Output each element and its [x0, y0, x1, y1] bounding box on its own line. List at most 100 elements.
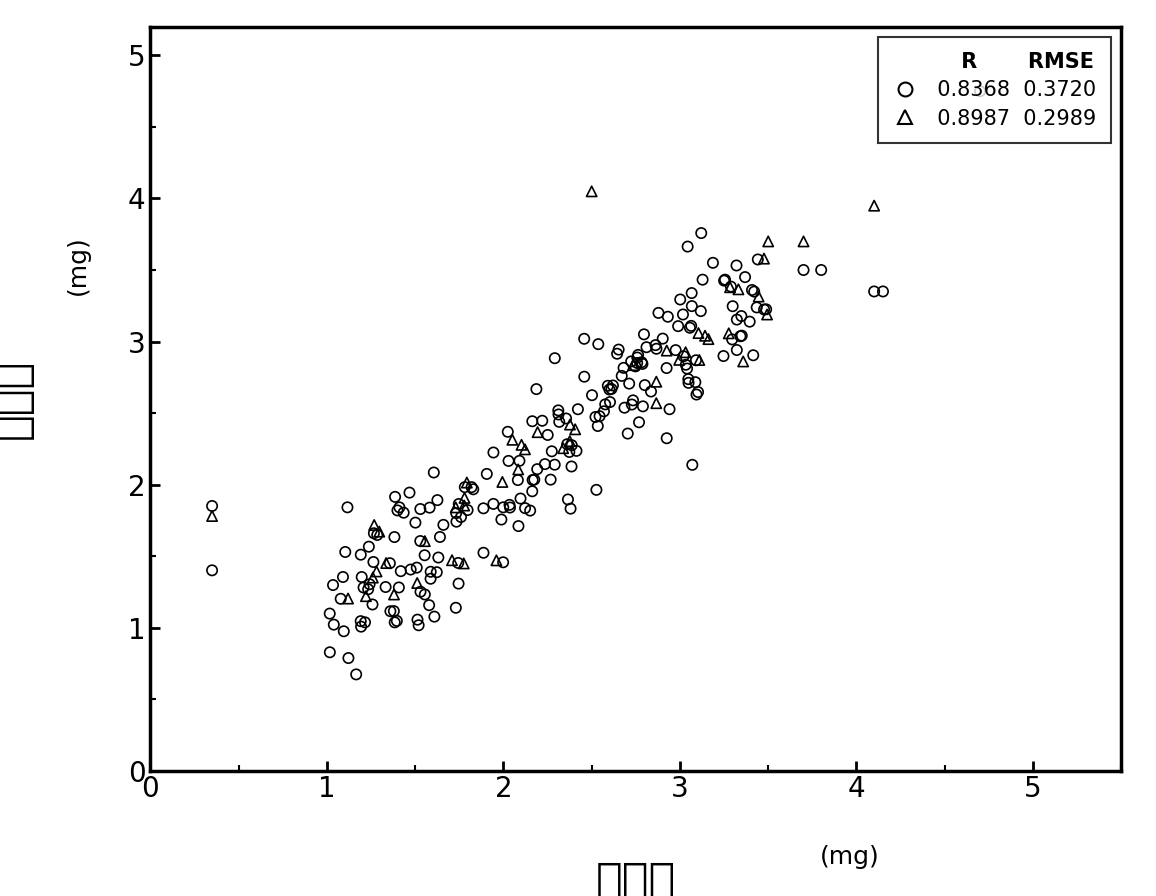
Point [558, 492, 577, 506]
Point [377, 580, 395, 594]
Point [391, 500, 409, 514]
Point [748, 300, 766, 314]
Point [566, 422, 585, 436]
Point [400, 486, 418, 500]
Point [364, 526, 383, 540]
Point [320, 645, 339, 659]
Point [546, 351, 564, 366]
Point [759, 234, 778, 248]
Point [549, 403, 568, 418]
Legend:   0.8368  0.3720,   0.8987  0.2989: 0.8368 0.3720, 0.8987 0.2989 [879, 38, 1111, 143]
Point [744, 284, 763, 298]
Point [525, 472, 543, 487]
Point [658, 343, 676, 358]
Point [458, 476, 476, 490]
Point [351, 547, 370, 562]
Point [524, 473, 542, 487]
Point [364, 571, 383, 585]
Point [659, 310, 677, 324]
Text: (mg): (mg) [66, 235, 89, 295]
Point [749, 253, 768, 267]
Point [334, 625, 353, 639]
Point [719, 326, 738, 340]
Point [679, 239, 697, 254]
Point [669, 319, 688, 333]
Point [390, 581, 408, 595]
Point [455, 498, 474, 513]
Point [202, 499, 221, 513]
Point [429, 550, 447, 564]
Point [743, 283, 762, 297]
Point [687, 387, 705, 401]
Point [583, 388, 601, 402]
Point [458, 503, 476, 517]
Point [377, 556, 395, 570]
Point [594, 404, 613, 418]
Point [360, 539, 378, 554]
Point [647, 375, 666, 389]
Point [528, 462, 547, 477]
Point [516, 501, 534, 515]
Point [501, 500, 519, 514]
Point [629, 348, 647, 362]
Point [202, 509, 221, 523]
Point [415, 548, 434, 563]
Point [623, 397, 642, 411]
Point [408, 561, 427, 575]
Point [653, 332, 672, 346]
Point [446, 600, 465, 615]
Point [484, 445, 503, 460]
Point [633, 357, 652, 371]
Point [512, 437, 531, 452]
Point [365, 518, 384, 532]
Point [494, 475, 512, 489]
Point [499, 453, 518, 468]
Point [694, 272, 712, 287]
Point [528, 425, 547, 439]
Point [347, 668, 365, 682]
Point [575, 332, 593, 346]
Point [455, 491, 474, 505]
Point [736, 270, 755, 284]
Point [642, 384, 660, 399]
Point [692, 226, 711, 240]
Point [539, 427, 557, 442]
Point [487, 553, 505, 567]
Point [450, 576, 468, 590]
Point [699, 332, 718, 346]
Point [358, 582, 377, 597]
Point [679, 372, 697, 386]
Point [549, 408, 568, 422]
Point [590, 337, 608, 351]
Point [527, 382, 546, 396]
Point [363, 598, 381, 612]
Point [601, 395, 620, 409]
Point [334, 570, 353, 584]
Point [446, 500, 465, 514]
Point [535, 457, 554, 471]
Point [385, 587, 403, 601]
Point [509, 473, 527, 487]
Point [646, 338, 665, 352]
Point [354, 581, 372, 595]
Point [562, 460, 580, 474]
Point [421, 501, 439, 515]
Point [325, 617, 343, 632]
Point [696, 329, 714, 343]
Point [637, 340, 655, 355]
Point [339, 500, 357, 514]
Point [680, 375, 698, 390]
Point [741, 314, 759, 329]
Point [658, 361, 676, 375]
Point [724, 299, 742, 314]
Point [357, 589, 376, 603]
Point [494, 500, 512, 514]
Point [627, 359, 645, 374]
Point [630, 415, 649, 429]
Point [388, 504, 407, 518]
Point [509, 519, 527, 533]
Point [744, 348, 763, 362]
Point [650, 306, 668, 320]
Point [618, 426, 637, 441]
Point [546, 458, 564, 472]
